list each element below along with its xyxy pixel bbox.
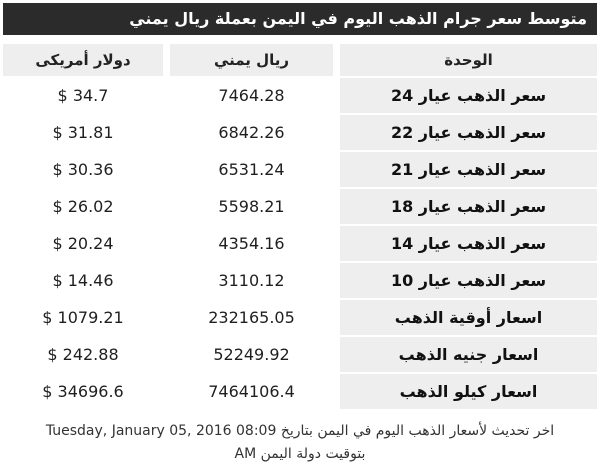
last-updated-line1: Tuesday, January 05, 2016 08:09 اخر تحدي… xyxy=(3,420,597,443)
yer-cell: 52249.92 xyxy=(170,337,333,372)
price-table: دولار أمريكى ريال يمني الوحدة $ 34.7 746… xyxy=(3,44,597,409)
title-bar: متوسط سعر جرام الذهب اليوم في اليمن بعمل… xyxy=(3,3,597,35)
last-updated-line2: AM بتوقيت دولة اليمن xyxy=(3,443,597,466)
yer-cell: 6842.26 xyxy=(170,115,333,150)
yer-cell: 232165.05 xyxy=(170,300,333,335)
update-meridiem: AM xyxy=(234,446,257,462)
column-header-usd: دولار أمريكى xyxy=(3,44,163,76)
unit-cell: اسعار أوقية الذهب xyxy=(340,300,597,335)
unit-cell: سعر الذهب عيار 14 xyxy=(340,226,597,261)
unit-cell: اسعار كيلو الذهب xyxy=(340,374,597,409)
usd-cell: $ 20.24 xyxy=(3,226,163,261)
usd-cell: $ 31.81 xyxy=(3,115,163,150)
unit-cell: سعر الذهب عيار 21 xyxy=(340,152,597,187)
unit-cell: سعر الذهب عيار 10 xyxy=(340,263,597,298)
yer-cell: 6531.24 xyxy=(170,152,333,187)
update-text-ar: اخر تحديث لأسعار الذهب اليوم في اليمن بت… xyxy=(280,423,555,439)
yer-cell: 7464106.4 xyxy=(170,374,333,409)
yer-cell: 7464.28 xyxy=(170,78,333,113)
gold-price-widget: متوسط سعر جرام الذهب اليوم في اليمن بعمل… xyxy=(3,3,597,466)
last-updated-note: Tuesday, January 05, 2016 08:09 اخر تحدي… xyxy=(3,420,597,466)
usd-cell: $ 1079.21 xyxy=(3,300,163,335)
yer-cell: 5598.21 xyxy=(170,189,333,224)
usd-cell: $ 34.7 xyxy=(3,78,163,113)
usd-cell: $ 14.46 xyxy=(3,263,163,298)
unit-cell: سعر الذهب عيار 18 xyxy=(340,189,597,224)
usd-cell: $ 30.36 xyxy=(3,152,163,187)
usd-cell: $ 34696.6 xyxy=(3,374,163,409)
yer-cell: 4354.16 xyxy=(170,226,333,261)
usd-cell: $ 242.88 xyxy=(3,337,163,372)
column-header-yer: ريال يمني xyxy=(170,44,333,76)
unit-cell: سعر الذهب عيار 24 xyxy=(340,78,597,113)
update-timezone-ar: بتوقيت دولة اليمن xyxy=(260,446,366,462)
yer-cell: 3110.12 xyxy=(170,263,333,298)
column-header-unit: الوحدة xyxy=(340,44,597,76)
update-datetime: Tuesday, January 05, 2016 08:09 xyxy=(45,423,277,439)
unit-cell: اسعار جنيه الذهب xyxy=(340,337,597,372)
usd-cell: $ 26.02 xyxy=(3,189,163,224)
unit-cell: سعر الذهب عيار 22 xyxy=(340,115,597,150)
